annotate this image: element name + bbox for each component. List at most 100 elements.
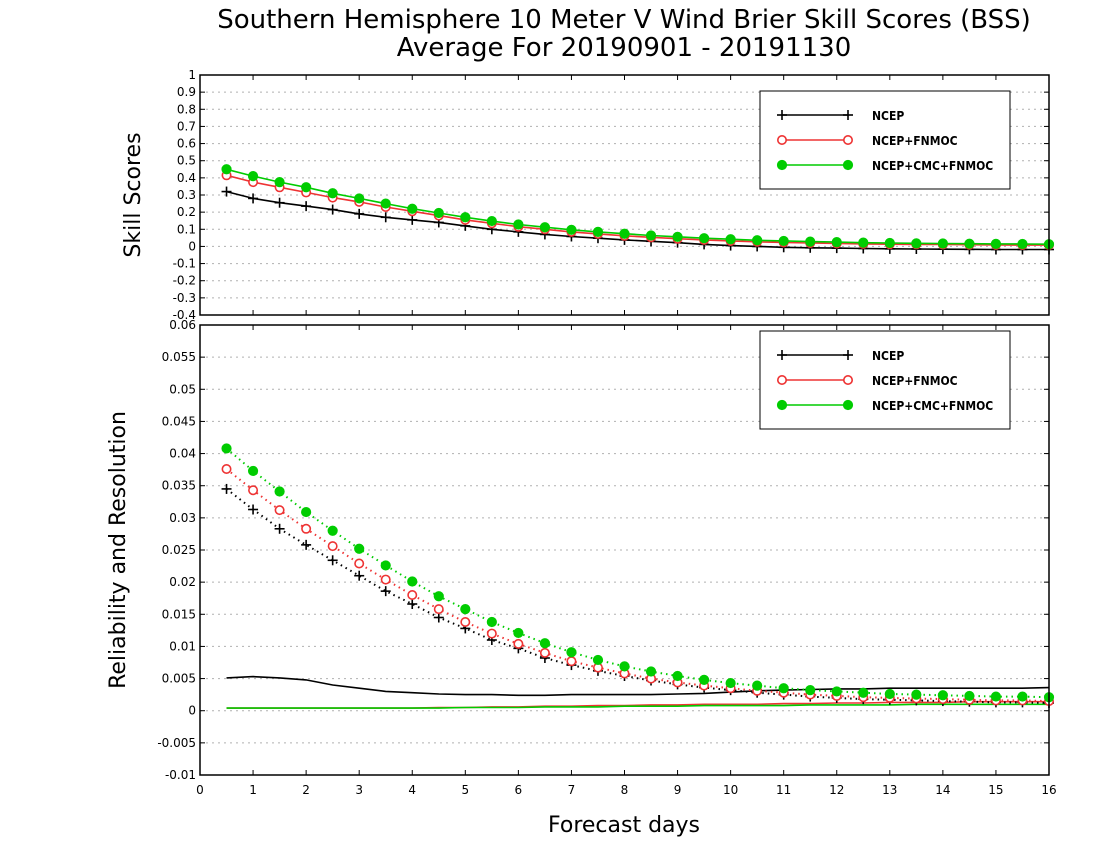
bottom-point-plus [274, 523, 285, 534]
bottom-y-tick-label: 0.025 [162, 543, 196, 557]
top-y-tick-label: 0.5 [177, 154, 196, 168]
bottom-point-open [486, 628, 497, 639]
x-tick-label: 9 [674, 783, 682, 797]
top-legend-label: NCEP+FNMOC [872, 134, 958, 148]
bottom-y-tick-label: 0 [188, 704, 196, 718]
bottom-point-filled [911, 689, 922, 700]
bottom-point-open [301, 523, 312, 534]
bottom-series-line [225, 488, 1050, 704]
top-y-tick-label: 1 [188, 68, 196, 82]
bottom-point-filled [592, 654, 604, 666]
top-legend-marker [776, 159, 788, 171]
bottom-point-plus [407, 599, 418, 609]
top-point-filled [433, 207, 444, 219]
top-y-tick-label: -0.4 [173, 308, 196, 322]
bottom-y-tick-label: 0.03 [169, 511, 196, 525]
bottom-point-filled [539, 638, 551, 649]
top-point-filled [805, 236, 816, 247]
top-panel: -0.4 -0.3 -0.2 -0.1 0 0.1 0.2 0.3 0.4 0.5 0.6 0.7 0.… [173, 68, 1055, 322]
bottom-point-filled [513, 627, 524, 639]
top-point-filled [539, 222, 551, 233]
x-tick-label: 15 [988, 783, 1003, 797]
x-tick-label: 12 [829, 783, 844, 797]
top-point-filled [566, 224, 577, 235]
bottom-point-filled [964, 690, 975, 702]
bottom-point-filled [937, 690, 948, 701]
top-y-tick-label: 0.4 [177, 171, 196, 185]
top-y-tick-label: 0.9 [177, 85, 196, 99]
top-point-filled [1017, 238, 1028, 250]
top-legend-marker [842, 159, 854, 171]
bottom-point-filled [752, 680, 763, 691]
top-y-tick-label: 0.6 [177, 137, 196, 151]
bottom-point-open [248, 485, 259, 496]
top-point-filled [884, 237, 895, 249]
top-point-plus [354, 208, 365, 219]
bottom-point-open [566, 656, 577, 667]
top-point-plus [301, 201, 312, 212]
bottom-point-plus [301, 539, 312, 550]
top-point-filled [407, 203, 418, 214]
bottom-point-plus [380, 586, 391, 597]
bottom-y-tick-label: 0.04 [169, 447, 196, 461]
bottom-series-line [226, 703, 1049, 709]
bottom-point-filled [884, 688, 895, 700]
bottom-series-ncep-cmc-fnmoc [221, 443, 1055, 703]
top-point-filled [327, 188, 338, 199]
top-y-tick-label: 0.8 [177, 102, 196, 116]
top-point-filled [380, 198, 391, 209]
x-tick-label: 6 [515, 783, 523, 797]
x-tick-label: 14 [935, 783, 950, 797]
bottom-y-tick-label: -0.01 [165, 768, 196, 782]
top-frame [199, 74, 1050, 316]
x-tick-label: 8 [621, 783, 629, 797]
top-point-filled [460, 212, 471, 223]
x-tick-label: 2 [302, 783, 310, 797]
bottom-point-filled [858, 687, 869, 698]
bottom-legend: NCEP NCEP+FNMOC NCEP+CMC+FNMOC [759, 330, 1011, 430]
top-point-filled [221, 164, 232, 175]
bottom-point-filled [301, 506, 312, 518]
x-tick-label: 10 [723, 783, 738, 797]
bottom-point-filled [247, 465, 259, 477]
top-point-filled [247, 171, 259, 182]
bottom-point-open [513, 638, 524, 649]
bottom-point-filled [698, 674, 710, 685]
top-y-tick-label: 0.3 [177, 188, 196, 202]
top-y-tick-label: 0.2 [177, 205, 196, 219]
bottom-point-filled [805, 685, 816, 696]
bottom-series-ncep-fnmoc [221, 463, 1055, 707]
top-point-filled [274, 177, 285, 188]
bottom-legend-marker [776, 399, 788, 411]
bottom-frame [199, 324, 1050, 776]
top-point-plus [380, 212, 391, 223]
bottom-point-open [274, 505, 285, 516]
top-point-filled [592, 226, 604, 237]
bottom-y-tick-label: 0.015 [162, 607, 196, 621]
top-y-tick-label: 0 [188, 239, 196, 253]
top-point-filled [990, 238, 1002, 249]
top-point-filled [486, 215, 497, 227]
bottom-series-line [225, 447, 1050, 699]
bottom-point-open [327, 541, 338, 552]
top-legend-marker [776, 135, 787, 146]
bottom-ylabel: Reliability and Resolution [106, 411, 131, 689]
bottom-point-plus [221, 483, 232, 494]
bottom-point-filled [460, 604, 471, 615]
bottom-point-open [380, 574, 391, 585]
bottom-point-open [407, 589, 418, 600]
bottom-point-filled [566, 647, 577, 658]
top-point-filled [354, 193, 365, 204]
top-point-filled [858, 237, 869, 248]
top-y-tick-label: -0.1 [173, 257, 196, 271]
bottom-point-filled [486, 616, 497, 628]
bottom-y-tick-label: 0.06 [169, 318, 196, 332]
bottom-y-tick-label: 0.055 [162, 350, 196, 364]
bottom-point-filled [672, 670, 683, 682]
bottom-point-plus [248, 504, 259, 515]
bottom-y-tick-label: 0.02 [169, 575, 196, 589]
bottom-y-tick-label: 0.045 [162, 414, 196, 428]
bottom-series-line [225, 468, 1050, 703]
bottom-point-filled [725, 677, 736, 689]
